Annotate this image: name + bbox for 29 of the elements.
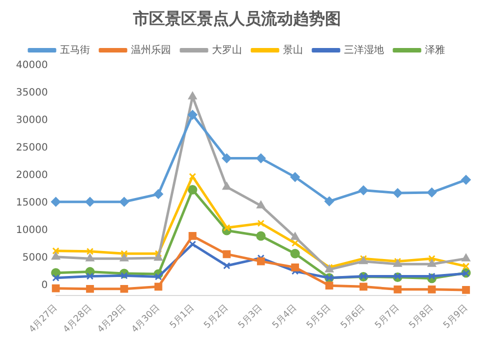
x-tick-label: 5月7日 — [374, 303, 402, 331]
x-tick-label: 4月30日 — [130, 303, 162, 335]
x-tick-label: 5月2日 — [202, 303, 230, 331]
x-tick-label: 4月29日 — [96, 303, 128, 335]
legend-label: 五马街 — [60, 44, 90, 56]
x-tick-label: 4月28日 — [62, 303, 94, 335]
x-tick-label: 5月5日 — [305, 303, 334, 331]
y-tick-label: 25000 — [16, 142, 48, 154]
x-tick-label: 5月4日 — [270, 303, 299, 331]
x-tick-label: 5月6日 — [339, 303, 368, 331]
y-tick-label: 40000 — [16, 60, 48, 71]
legend-label: 大罗山 — [212, 44, 242, 56]
chart-title: 市区景区景点人员流动趋势图 — [132, 8, 341, 28]
y-tick-label: 30000 — [16, 114, 48, 126]
x-tick-label: 5月8日 — [408, 303, 436, 331]
y-tick-label: 15000 — [16, 198, 48, 209]
y-tick-label: 20000 — [16, 170, 48, 181]
legend-label: 景山 — [283, 44, 303, 56]
x-tick-label: 5月9日 — [442, 303, 470, 331]
y-tick-label: 35000 — [16, 87, 48, 98]
x-tick-label: 5月3日 — [236, 303, 265, 331]
y-tick-label: 10000 — [16, 225, 48, 236]
legend-label: 温州乐园 — [131, 44, 171, 56]
legend-label: 泽雅 — [425, 44, 445, 56]
x-tick-label: 4月27日 — [28, 303, 60, 335]
legend-label: 三洋湿地 — [344, 44, 384, 56]
y-tick-label: 0 — [41, 280, 48, 292]
y-tick-label: 5000 — [22, 252, 48, 264]
x-tick-label: 5月1日 — [168, 303, 196, 331]
